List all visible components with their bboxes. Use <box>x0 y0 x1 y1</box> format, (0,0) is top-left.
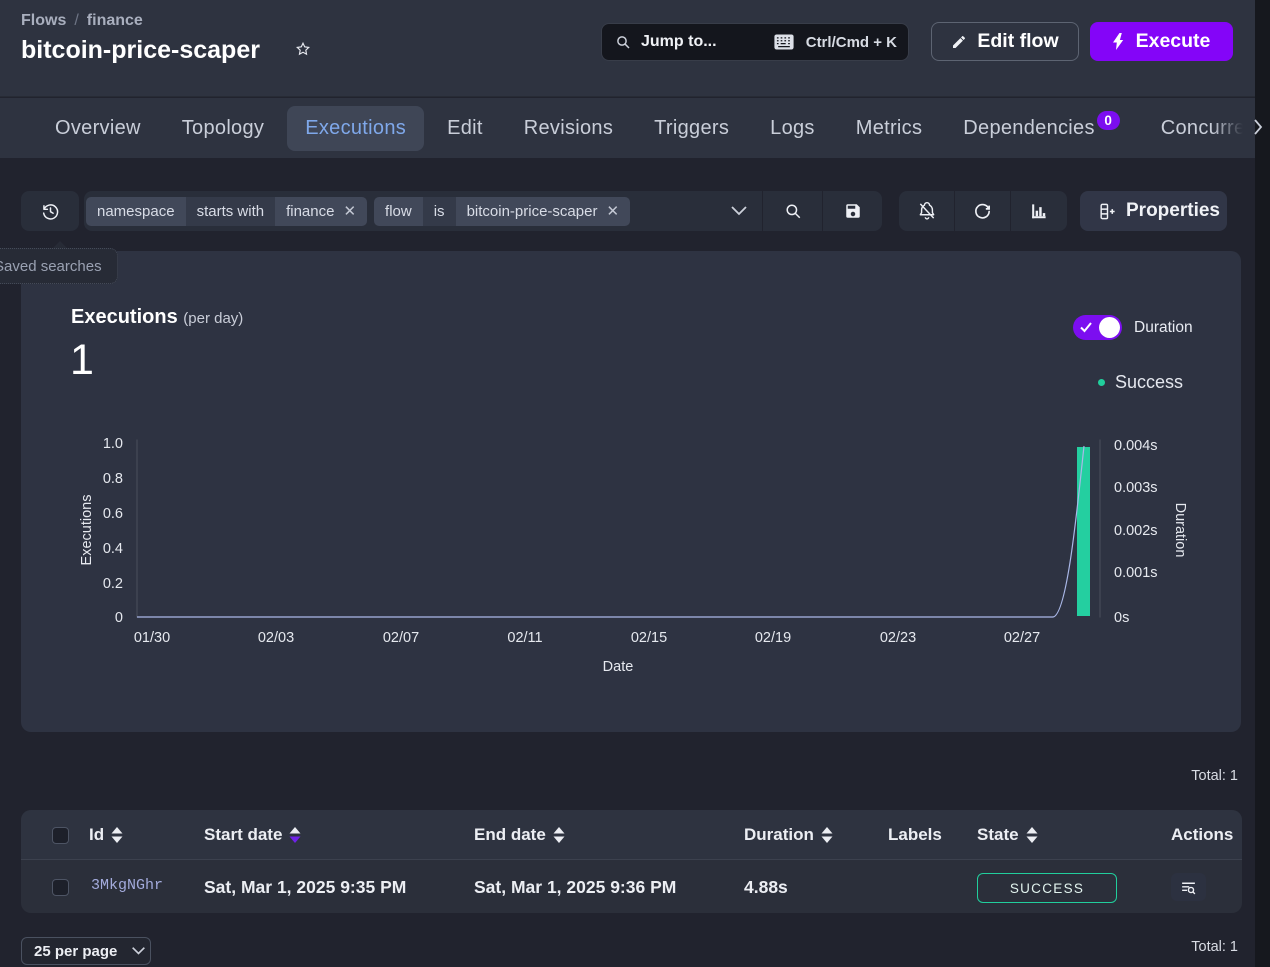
svg-text:0.002s: 0.002s <box>1114 523 1158 539</box>
svg-text:0.004s: 0.004s <box>1114 438 1158 454</box>
svg-text:0.2: 0.2 <box>103 576 123 592</box>
svg-text:0.001s: 0.001s <box>1114 565 1158 581</box>
svg-text:02/03: 02/03 <box>258 630 294 646</box>
svg-text:0: 0 <box>115 610 123 626</box>
svg-text:02/11: 02/11 <box>507 630 542 646</box>
svg-text:02/15: 02/15 <box>631 630 667 646</box>
svg-text:Executions: Executions <box>79 495 95 566</box>
svg-text:0s: 0s <box>1114 610 1129 626</box>
svg-text:Date: Date <box>603 659 634 675</box>
svg-text:02/23: 02/23 <box>880 630 916 646</box>
svg-text:1.0: 1.0 <box>103 436 123 452</box>
svg-text:0.6: 0.6 <box>103 506 123 522</box>
svg-text:02/07: 02/07 <box>383 630 419 646</box>
svg-text:01/30: 01/30 <box>134 630 170 646</box>
svg-text:Duration: Duration <box>1172 503 1188 558</box>
svg-text:0.8: 0.8 <box>103 471 123 487</box>
svg-text:02/19: 02/19 <box>755 630 791 646</box>
svg-text:0.4: 0.4 <box>103 541 123 557</box>
svg-text:0.003s: 0.003s <box>1114 480 1158 496</box>
svg-text:02/27: 02/27 <box>1004 630 1040 646</box>
